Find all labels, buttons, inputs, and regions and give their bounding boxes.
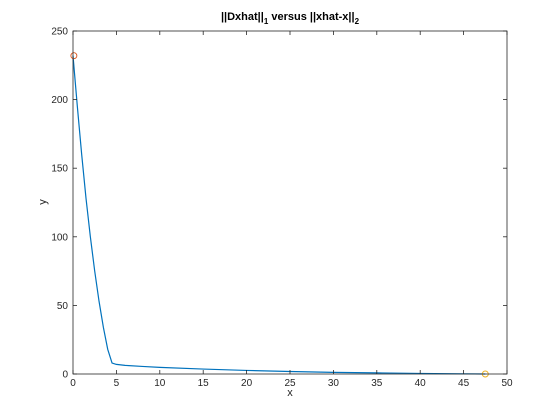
start-marker xyxy=(70,52,78,60)
chart-title: ||Dxhat||1 versus ||xhat-x||2 xyxy=(221,11,360,26)
x-tick-label: 45 xyxy=(458,378,470,389)
y-axis-label: y xyxy=(37,199,49,205)
x-tick-label: 25 xyxy=(284,378,296,389)
series-layer xyxy=(72,55,486,375)
y-tick-label: 250 xyxy=(51,27,68,38)
x-tick-label: 0 xyxy=(70,378,76,389)
x-tick-label: 15 xyxy=(198,378,210,389)
x-tick-label: 40 xyxy=(415,378,427,389)
y-tick-label: 150 xyxy=(51,164,68,175)
plot-area xyxy=(73,31,507,374)
y-tick-label: 200 xyxy=(51,95,68,106)
x-tick-label: 5 xyxy=(114,378,120,389)
y-axis-ticks: 0 50 100 150 200 250 xyxy=(51,27,507,381)
x-tick-label: 50 xyxy=(501,378,513,389)
y-tick-label: 0 xyxy=(62,370,68,381)
x-tick-label: 10 xyxy=(154,378,166,389)
series-line xyxy=(72,55,486,375)
y-tick-label: 50 xyxy=(57,301,69,312)
x-tick-label: 30 xyxy=(328,378,340,389)
x-axis-label: x xyxy=(287,387,293,399)
x-tick-label: 35 xyxy=(371,378,383,389)
y-tick-label: 100 xyxy=(51,232,68,243)
x-axis-ticks: 0 5 10 15 20 25 30 35 40 45 50 xyxy=(70,31,513,389)
x-tick-label: 20 xyxy=(241,378,253,389)
